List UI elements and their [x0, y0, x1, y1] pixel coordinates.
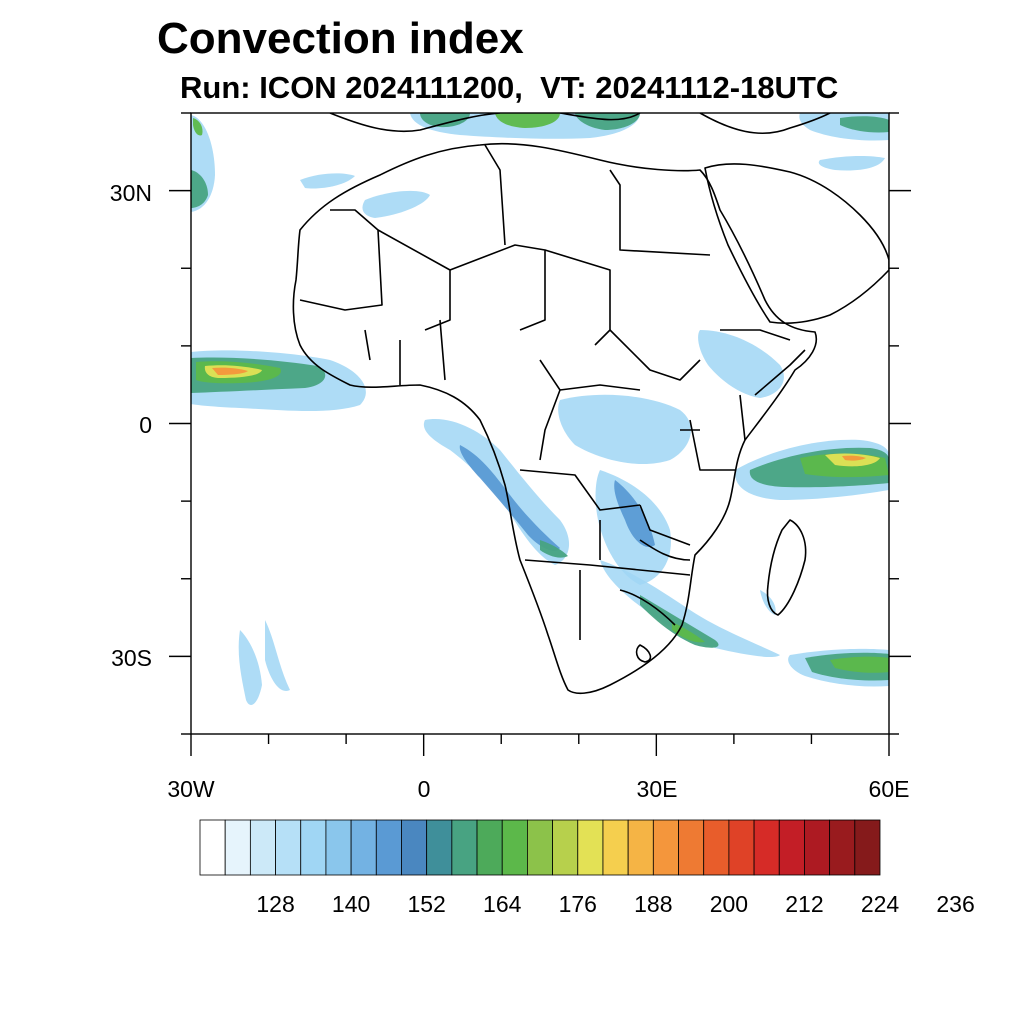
colorbar-swatch	[804, 819, 831, 876]
colorbar-swatch	[753, 819, 780, 876]
axis-labels: 30W 0 30E 60E 30N 0 30S	[110, 180, 910, 802]
colorbar-swatch	[627, 819, 654, 876]
colorbar-swatch	[224, 819, 251, 876]
colorbar-label: 200	[710, 891, 748, 917]
colorbar-label: 164	[483, 891, 522, 917]
colorbar-swatch	[728, 819, 755, 876]
lat-label-0: 0	[139, 412, 152, 438]
colorbar-swatch	[451, 819, 478, 876]
coastlines-and-borders	[292, 113, 889, 695]
colorbar-swatch	[652, 819, 679, 876]
colorbar-swatch	[778, 819, 805, 876]
axis-ticks	[169, 112, 911, 756]
colorbar-swatch	[401, 819, 428, 876]
colorbar	[199, 819, 881, 876]
colorbar-swatch	[325, 819, 352, 876]
colorbar-label: 152	[407, 891, 445, 917]
colorbar-label: 128	[256, 891, 294, 917]
colorbar-swatch	[678, 819, 705, 876]
convection-swirl-south-atlantic	[238, 630, 262, 705]
lat-label-30n: 30N	[110, 180, 152, 206]
colorbar-swatch	[476, 819, 503, 876]
colorbar-swatch	[577, 819, 604, 876]
madagascar-coastline	[766, 519, 807, 616]
africa-coastline	[292, 142, 817, 695]
colorbar-swatch	[703, 819, 730, 876]
plot-frame	[190, 112, 890, 735]
colorbar-swatch	[300, 819, 327, 876]
colorbar-label: 140	[332, 891, 370, 917]
colorbar-swatch	[829, 819, 856, 876]
map-title: Convection index	[157, 14, 524, 63]
map-subtitle: Run: ICON 2024111200, VT: 20241112-18UTC	[180, 70, 839, 105]
colorbar-swatch	[854, 819, 881, 876]
colorbar-label: 236	[936, 891, 974, 917]
colorbar-labels: 128 140 152 164 176 188 200 212 224 236	[256, 891, 974, 917]
lon-label-60e: 60E	[869, 776, 910, 802]
lon-label-30w: 30W	[167, 776, 215, 802]
colorbar-label: 188	[634, 891, 672, 917]
colorbar-swatch	[275, 819, 302, 876]
lon-label-30e: 30E	[637, 776, 678, 802]
colorbar-swatch	[501, 819, 528, 876]
lon-label-0: 0	[418, 776, 431, 802]
colorbar-swatch	[249, 819, 276, 876]
lat-label-30s: 30S	[111, 645, 152, 671]
colorbar-label: 176	[559, 891, 597, 917]
colorbar-swatch	[426, 819, 453, 876]
arabia-coastline	[704, 163, 889, 324]
colorbar-swatch	[199, 819, 226, 876]
colorbar-swatch	[527, 819, 553, 876]
colorbar-swatch	[375, 819, 402, 876]
convection-band-southern-africa	[600, 560, 780, 658]
convection-field	[191, 113, 889, 705]
colorbar-swatch	[602, 819, 629, 876]
colorbar-label: 212	[785, 891, 823, 917]
colorbar-label: 224	[861, 891, 900, 917]
colorbar-swatch	[350, 819, 377, 876]
colorbar-swatch	[552, 819, 579, 876]
